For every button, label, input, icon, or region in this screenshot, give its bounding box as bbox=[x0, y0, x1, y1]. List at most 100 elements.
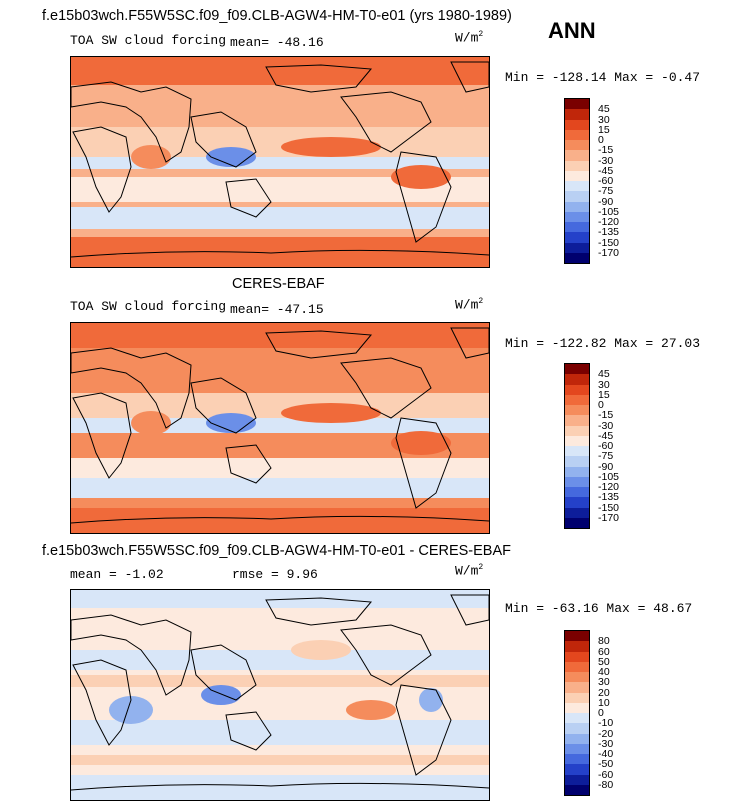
panel2-field-label: TOA SW cloud forcing bbox=[70, 299, 227, 314]
colorbar-swatch bbox=[565, 201, 589, 212]
coastline bbox=[71, 347, 192, 429]
field-blob bbox=[419, 688, 443, 712]
colorbar-swatch bbox=[565, 497, 589, 508]
colorbar-swatch bbox=[565, 784, 589, 795]
colorbar-label: -60 bbox=[598, 768, 614, 781]
coastline bbox=[340, 357, 432, 419]
colorbar-label: -30 bbox=[598, 154, 614, 167]
colorbar-swatch bbox=[565, 109, 589, 120]
panel2-subtitle: CERES-EBAF bbox=[232, 276, 325, 292]
colorbar-swatch bbox=[565, 517, 589, 528]
colorbar-label: -120 bbox=[598, 216, 620, 228]
colorbar-swatch bbox=[565, 702, 589, 713]
coastline bbox=[265, 597, 373, 626]
colorbar-label: -40 bbox=[598, 748, 614, 760]
colorbar-label: -105 bbox=[598, 205, 620, 218]
coastline bbox=[450, 61, 489, 93]
colorbar-label: 50 bbox=[598, 655, 610, 668]
field-band bbox=[71, 207, 489, 229]
colorbar-label: 0 bbox=[598, 134, 604, 146]
panel2-minmax: Min = -122.82 Max = 27.03 bbox=[505, 336, 701, 351]
colorbar-swatch bbox=[565, 631, 589, 642]
colorbar-swatch bbox=[565, 384, 589, 395]
colorbar-swatch bbox=[565, 140, 589, 151]
colorbar-swatch bbox=[565, 211, 589, 222]
field-blob bbox=[391, 431, 451, 455]
coastline bbox=[395, 151, 452, 243]
field-band bbox=[71, 775, 489, 800]
colorbar-label: -60 bbox=[598, 175, 614, 187]
colorbar-swatch bbox=[565, 661, 589, 672]
colorbar-swatch bbox=[565, 222, 589, 233]
panel1-map bbox=[70, 56, 490, 268]
field-band bbox=[71, 458, 489, 478]
field-band bbox=[71, 57, 489, 85]
colorbar-swatch bbox=[565, 415, 589, 426]
field-blob bbox=[281, 137, 381, 157]
panel3-mean: mean = -1.02 bbox=[70, 567, 164, 582]
panel3-map bbox=[70, 589, 490, 801]
colorbar-swatch bbox=[565, 476, 589, 487]
colorbar-swatch bbox=[565, 743, 589, 754]
coastline bbox=[225, 711, 272, 751]
colorbar-label: 15 bbox=[598, 123, 610, 136]
coastline bbox=[395, 684, 452, 776]
field-band bbox=[71, 478, 489, 498]
colorbar-swatch bbox=[565, 764, 589, 775]
field-band bbox=[71, 720, 489, 745]
panel1-colorbar bbox=[564, 98, 590, 264]
field-blob bbox=[281, 403, 381, 423]
colorbar-swatch bbox=[565, 170, 589, 181]
field-band bbox=[71, 675, 489, 687]
panel2-mean: mean= -47.15 bbox=[230, 302, 324, 317]
colorbar-label: 0 bbox=[598, 399, 604, 411]
coastline-antarctica bbox=[71, 249, 489, 258]
coastline bbox=[72, 659, 132, 746]
colorbar-swatch bbox=[565, 713, 589, 724]
colorbar-swatch bbox=[565, 232, 589, 243]
field-band bbox=[71, 755, 489, 765]
colorbar-label: 60 bbox=[598, 645, 610, 658]
colorbar-swatch bbox=[565, 446, 589, 457]
colorbar-label: -170 bbox=[598, 511, 620, 524]
colorbar-label: -60 bbox=[598, 440, 614, 452]
colorbar-label: -90 bbox=[598, 460, 614, 473]
colorbar-swatch bbox=[565, 364, 589, 375]
coastline bbox=[395, 417, 452, 509]
colorbar-swatch bbox=[565, 651, 589, 662]
panel1-field-label: TOA SW cloud forcing bbox=[70, 33, 227, 48]
colorbar-label: 40 bbox=[598, 666, 610, 678]
panel3-subtitle: f.e15b03wch.F55W5SC.f09_f09.CLB-AGW4-HM-… bbox=[42, 543, 511, 559]
colorbar-label: 80 bbox=[598, 635, 610, 648]
panel2-units: W/m2 bbox=[455, 297, 484, 313]
colorbar-label: -50 bbox=[598, 758, 614, 771]
coastline bbox=[72, 126, 132, 213]
colorbar-swatch bbox=[565, 487, 589, 498]
coastline bbox=[450, 594, 489, 626]
colorbar-label: -120 bbox=[598, 481, 620, 493]
colorbar-label: -20 bbox=[598, 727, 614, 740]
colorbar-swatch bbox=[565, 641, 589, 652]
colorbar-label: -150 bbox=[598, 236, 620, 249]
colorbar-swatch bbox=[565, 160, 589, 171]
colorbar-label: -30 bbox=[598, 737, 614, 750]
coastline bbox=[225, 444, 272, 484]
colorbar-swatch bbox=[565, 456, 589, 467]
coastline bbox=[190, 644, 257, 701]
colorbar-swatch bbox=[565, 252, 589, 263]
field-blob bbox=[346, 700, 396, 720]
colorbar-label: -135 bbox=[598, 226, 620, 239]
colorbar-label: -45 bbox=[598, 164, 614, 177]
colorbar-label: 30 bbox=[598, 378, 610, 391]
panel3-rmse: rmse = 9.96 bbox=[232, 567, 318, 582]
field-blob bbox=[201, 685, 241, 705]
field-blob bbox=[131, 145, 171, 169]
colorbar-swatch bbox=[565, 394, 589, 405]
colorbar-label: -90 bbox=[598, 195, 614, 208]
colorbar-swatch bbox=[565, 99, 589, 110]
coastline bbox=[71, 614, 192, 696]
colorbar-swatch bbox=[565, 181, 589, 192]
colorbar-swatch bbox=[565, 405, 589, 416]
field-blob bbox=[291, 640, 351, 660]
colorbar-label: 30 bbox=[598, 676, 610, 689]
